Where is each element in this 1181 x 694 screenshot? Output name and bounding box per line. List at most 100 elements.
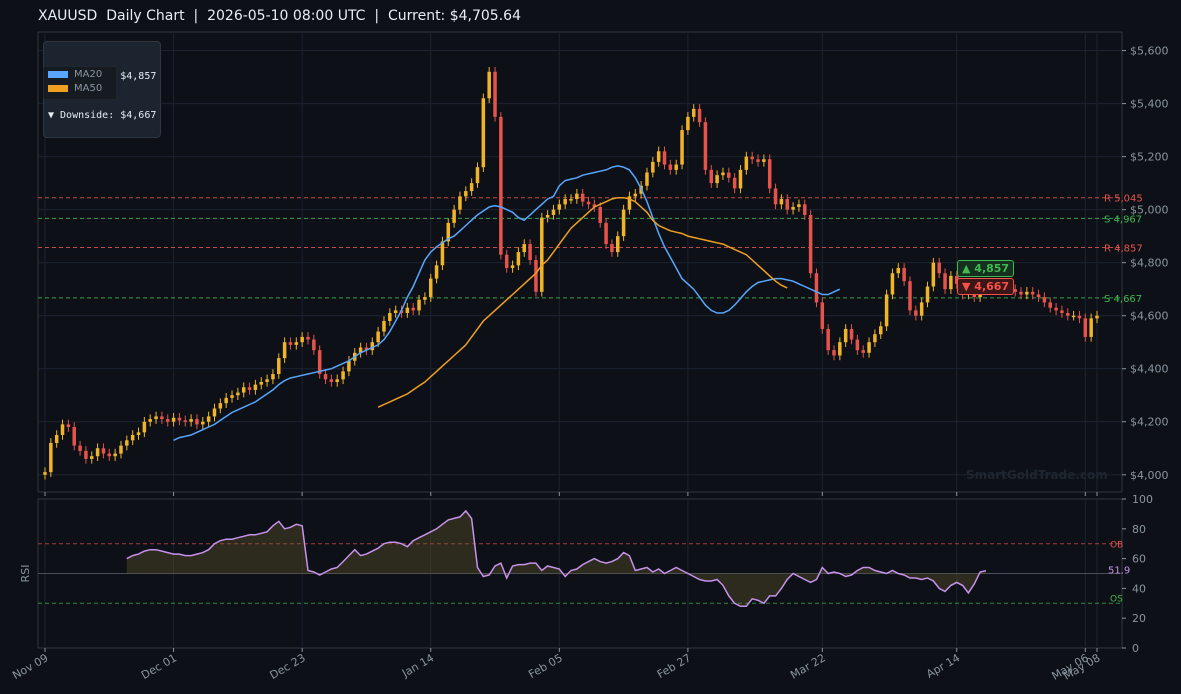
price-panel <box>37 31 1123 493</box>
candle-body <box>347 360 351 372</box>
candle-body <box>861 350 865 353</box>
candle-body <box>183 420 188 422</box>
candle-body <box>177 417 182 421</box>
candle-body <box>651 161 655 173</box>
candle-body <box>335 379 339 382</box>
candle-body <box>464 191 468 197</box>
candle-body <box>487 71 491 99</box>
candle-body <box>902 267 906 282</box>
candle-body <box>954 275 959 284</box>
candle-body <box>405 307 410 314</box>
rsi-y-tick-label: 20 <box>1132 612 1146 625</box>
candle-body <box>230 395 234 398</box>
candle-body <box>323 374 328 380</box>
level-label: R 5,045 <box>1104 194 1143 205</box>
candle-body <box>937 262 941 274</box>
candle-body <box>750 156 754 160</box>
candle-body <box>803 204 807 215</box>
candle-body <box>528 244 532 261</box>
candle-body <box>621 209 626 237</box>
candle-body <box>1077 315 1082 319</box>
legend-swatch-ma50 <box>48 84 68 92</box>
candle-body <box>212 408 217 417</box>
candle-body <box>294 342 299 345</box>
candle-body <box>317 350 322 375</box>
y-tick-label: $4,800 <box>1130 257 1169 270</box>
candle-body <box>154 416 158 420</box>
candle-body <box>364 347 369 351</box>
candle-body <box>674 164 678 170</box>
candle-body <box>499 116 503 255</box>
rsi-os-label: OS <box>1110 594 1123 604</box>
candle-body <box>60 424 65 435</box>
candle-body <box>569 199 573 201</box>
candle-body <box>66 424 71 428</box>
candle-body <box>925 286 930 303</box>
candle-body <box>931 262 936 287</box>
candle-body <box>428 278 433 298</box>
candle-body <box>645 172 649 186</box>
x-tick-label: Dec 23 <box>268 651 308 682</box>
candle-body <box>206 416 211 422</box>
rsi-line <box>126 509 987 608</box>
candle-body <box>300 336 304 343</box>
candle-body <box>890 273 895 295</box>
candle-body <box>616 236 620 253</box>
rsi-y-tick-label: 40 <box>1132 582 1146 595</box>
candle-body <box>388 313 392 321</box>
candle-body <box>1071 315 1076 318</box>
candle-body <box>721 172 725 176</box>
candle-body <box>434 265 439 279</box>
candle-body <box>90 456 94 459</box>
ma50-line <box>377 196 788 408</box>
candle-body <box>598 206 602 223</box>
candle-body <box>393 310 398 314</box>
candle-body <box>557 204 562 210</box>
candle-body <box>680 130 684 165</box>
candle-body <box>370 342 375 351</box>
candle-body <box>271 374 275 380</box>
candle-body <box>908 281 912 311</box>
candle-body <box>247 387 252 390</box>
ma20-line <box>173 165 841 441</box>
candle-body <box>586 201 591 205</box>
candle-body <box>575 193 579 200</box>
rsi-axis-label: RSI <box>19 565 32 583</box>
candle-body <box>440 241 445 266</box>
candle-body <box>1042 297 1047 303</box>
candle-body <box>540 217 544 292</box>
candle-body <box>101 448 106 454</box>
x-tick-label: Apr 14 <box>924 651 962 681</box>
candle-body <box>610 244 614 253</box>
candle-body <box>165 419 170 422</box>
candle-body <box>119 445 123 454</box>
legend-item-ma20: MA20 <box>48 69 102 80</box>
candle-body <box>306 336 310 340</box>
candle-body <box>943 273 947 290</box>
x-tick-label: Mar 22 <box>788 651 828 681</box>
rsi-y-tick-label: 60 <box>1132 553 1146 566</box>
candle-body <box>236 392 240 396</box>
candle-body <box>896 267 901 274</box>
watermark: SmartGoldTrade.com <box>966 468 1108 482</box>
rsi-ob-label: OB <box>1110 541 1123 551</box>
candle-body <box>522 244 526 253</box>
candle-body <box>516 252 521 266</box>
candle-body <box>475 167 480 184</box>
candle-body <box>738 169 743 189</box>
candle-body <box>1048 302 1052 308</box>
candle-body <box>95 448 100 457</box>
y-tick-label: $5,400 <box>1130 98 1169 111</box>
candle-body <box>1060 310 1064 314</box>
candle-body <box>282 342 287 359</box>
candle-body <box>189 419 193 422</box>
downside-badge: ▼ 4,667 <box>957 278 1015 295</box>
candle-body <box>633 193 638 197</box>
candle-body <box>329 379 334 382</box>
candle-body <box>773 188 778 205</box>
candle-body <box>458 196 462 210</box>
candle-body <box>656 151 661 162</box>
upside-badge: ▲ 4,857 <box>957 260 1015 277</box>
candle-body <box>668 164 673 170</box>
candle-body <box>1089 318 1093 337</box>
